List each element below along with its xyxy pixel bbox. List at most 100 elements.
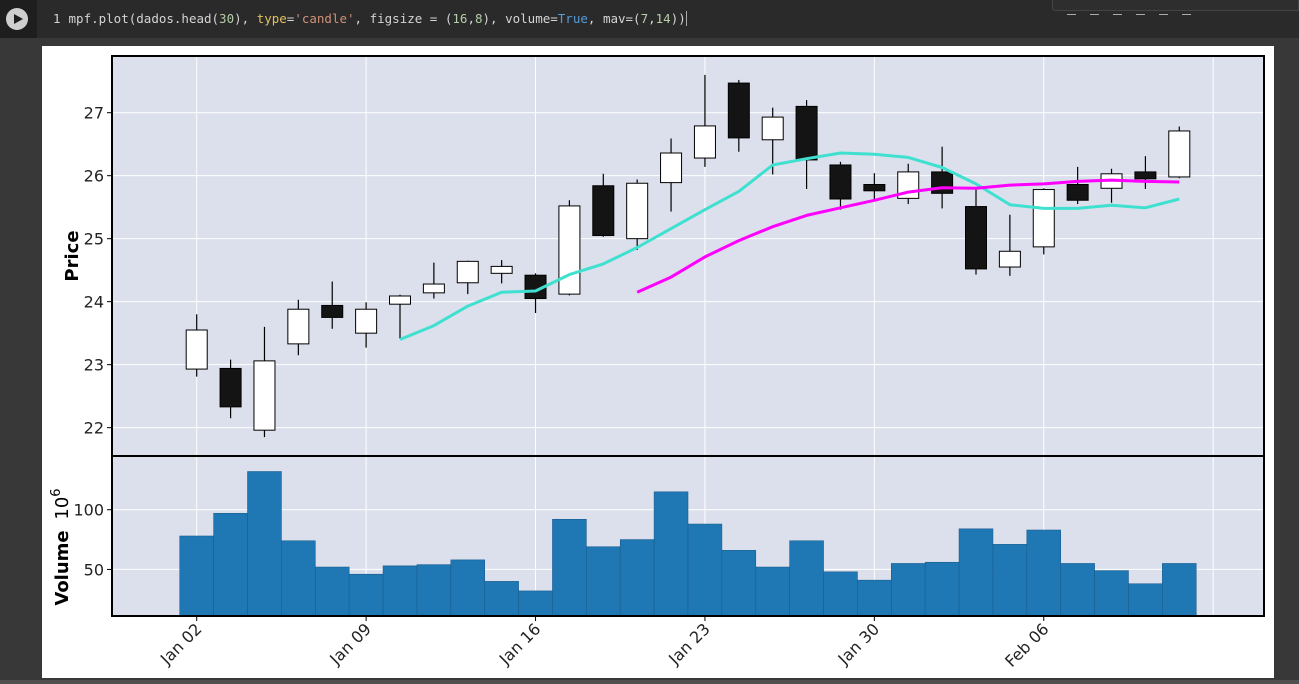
line-number: 1: [53, 11, 61, 26]
volume-scale-exponent: 6: [49, 488, 64, 496]
x-tick-label: Jan 02: [156, 619, 206, 669]
candles: [185, 74, 1191, 438]
volume-bar: [552, 518, 587, 617]
volume-bar: [348, 573, 384, 617]
candle-down: [321, 304, 344, 318]
move-down-icon[interactable]: [1090, 8, 1099, 15]
code-token: 7: [640, 11, 649, 26]
price-ylabel: Price: [62, 230, 83, 281]
volume-bar: [179, 535, 214, 617]
x-tick-label: Jan 16: [495, 619, 545, 669]
volume-panel-frame: [111, 455, 1265, 617]
candle-up: [422, 283, 445, 294]
volume-bar: [1162, 563, 1197, 617]
price-panel-bg: [112, 56, 1264, 456]
volume-bar: [247, 471, 282, 617]
more-icon[interactable]: [1182, 8, 1191, 15]
cell-output: 22 23 24 25 26 27 50 100 Jan 02 Jan 09 Jan 16 Jan 2…: [42, 46, 1274, 678]
volume-bar: [823, 571, 858, 617]
volume-bar: [857, 579, 892, 617]
code-token: ,: [648, 11, 656, 26]
volume-bar: [653, 491, 689, 617]
candle-up: [456, 260, 479, 284]
code-token: =: [286, 11, 295, 26]
volume-bar: [416, 564, 452, 617]
move-up-icon[interactable]: [1067, 8, 1076, 15]
price-tick-label: 27: [84, 104, 104, 123]
code-token: 8: [474, 11, 483, 26]
volume-bar: [789, 540, 824, 617]
candle-up: [355, 308, 378, 334]
candlestick-chart: 22 23 24 25 26 27 50 100 Jan 02 Jan 09 Jan 16 Jan 2…: [49, 55, 1265, 671]
volume-bar: [1026, 529, 1062, 617]
candle-down: [1066, 184, 1089, 201]
candle-down: [829, 164, 852, 200]
code-token: ), volume=: [482, 11, 558, 26]
code-token: 'candle': [294, 11, 355, 26]
link-icon[interactable]: [1113, 8, 1122, 15]
volume-bar: [721, 550, 757, 617]
volume-bar: [924, 561, 960, 617]
code-token: ),: [234, 11, 257, 26]
volume-bar: [281, 540, 316, 617]
price-tick-label: 24: [84, 293, 104, 312]
settings-icon[interactable]: [1159, 8, 1168, 15]
candle-up: [1168, 130, 1191, 178]
price-tick-label: 23: [84, 356, 104, 375]
code-token: 14: [655, 11, 671, 26]
volume-bar: [1094, 570, 1129, 617]
code-cell-header: 1 mpf.plot(dados.head(30), type='candle',…: [0, 0, 1299, 38]
candle-down: [964, 206, 988, 270]
candle-up: [253, 360, 276, 431]
volume-bar: [755, 566, 790, 617]
volume-scale-label: 106: [49, 488, 73, 519]
comment-icon[interactable]: [1136, 8, 1145, 15]
volume-tick-label: 100: [73, 501, 104, 520]
candle-down: [795, 105, 818, 161]
volume-bar: [484, 581, 519, 617]
candle-up: [287, 308, 310, 345]
code-token: , figsize = (: [354, 11, 453, 26]
cell-toolbar: [1052, 0, 1299, 15]
code-token: type: [256, 11, 287, 26]
moving-averages: [399, 151, 1180, 341]
code-token: )): [670, 11, 686, 26]
candle-up: [660, 152, 683, 184]
code-token: mpf.plot(dados.head(: [68, 11, 220, 26]
volume-bar: [687, 523, 723, 617]
volume-ylabel: Volume: [52, 530, 73, 605]
volume-bars: [179, 471, 1197, 617]
code-token: , mav=(: [587, 11, 641, 26]
code-token: ,: [467, 11, 475, 26]
x-tick-label: Jan 30: [834, 619, 884, 669]
volume-bar: [992, 544, 1028, 617]
candle-up: [558, 205, 581, 295]
price-tick-label: 25: [84, 230, 104, 249]
volume-bar: [1128, 583, 1163, 617]
volume-bar: [890, 563, 926, 617]
volume-bar: [1060, 563, 1095, 617]
candle-down: [592, 185, 615, 237]
volume-bar: [314, 566, 350, 617]
candle-up: [626, 182, 649, 240]
price-tick-label: 22: [84, 419, 104, 438]
x-tick-label: Jan 09: [325, 619, 375, 669]
x-tick-label: Jan 23: [664, 619, 714, 669]
candle-up: [693, 125, 716, 159]
candle-down: [219, 367, 242, 408]
candle-up: [490, 265, 513, 274]
mav14-line: [636, 178, 1180, 294]
candle-up: [1032, 189, 1055, 248]
run-cell-button[interactable]: [6, 8, 28, 30]
candle-down: [863, 184, 886, 192]
code-line: 1 mpf.plot(dados.head(30), type='candle',…: [53, 11, 687, 26]
volume-bar: [586, 546, 621, 617]
volume-tick-label: 50: [84, 560, 104, 579]
scroll-strip: [0, 680, 1299, 684]
x-tick-label: Feb 06: [1001, 619, 1052, 670]
candle-up: [998, 250, 1021, 268]
volume-bar: [619, 539, 655, 617]
candle-down: [1134, 171, 1157, 180]
code-token: 30: [219, 11, 235, 26]
volume-bar: [958, 528, 994, 617]
